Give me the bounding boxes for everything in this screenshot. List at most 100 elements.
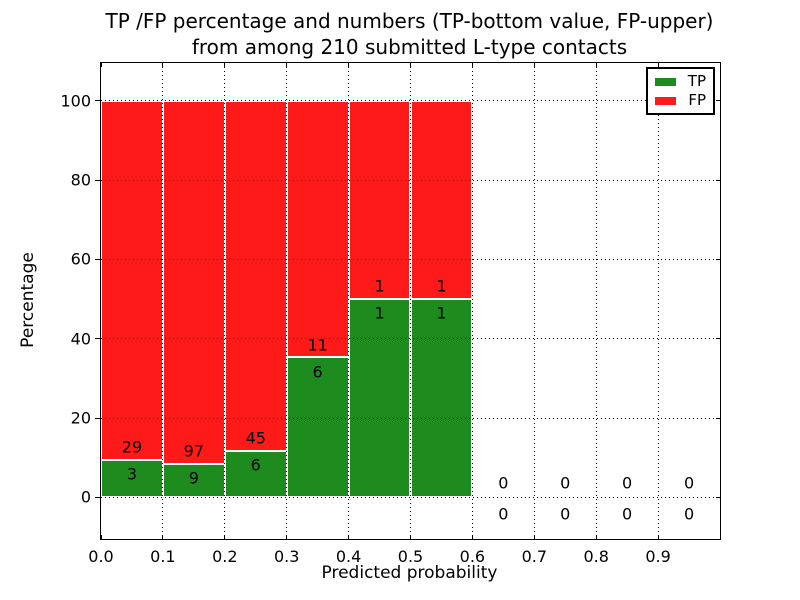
x-tick-mark-top	[657, 63, 659, 67]
x-tick-label: 0.1	[150, 547, 176, 566]
legend-swatch-tp	[655, 77, 676, 86]
bar-segment-fp	[101, 100, 163, 461]
x-tick-mark	[657, 535, 659, 539]
gridline-v	[533, 63, 535, 539]
gridline-v	[286, 63, 288, 539]
bar-count-label-fp: 11	[307, 335, 328, 355]
x-tick-mark-top	[286, 63, 288, 67]
x-tick-label: 0.2	[212, 547, 238, 566]
x-tick-mark-top	[100, 63, 102, 67]
x-tick-mark	[595, 535, 597, 539]
bar-segment-tp	[286, 357, 349, 498]
bar-segment-fp	[348, 100, 411, 299]
y-tick-label: 0	[80, 487, 91, 507]
x-tick-mark-top	[595, 63, 597, 67]
x-tick-mark	[100, 535, 102, 539]
legend-item-fp: FP	[655, 93, 706, 108]
bar-count-label-tp: 0	[560, 504, 571, 524]
legend-label-tp: TP	[687, 72, 706, 90]
y-tick-mark	[95, 496, 101, 498]
bar-count-label-tp: 0	[498, 504, 509, 524]
gridline-v	[595, 63, 597, 539]
bar-count-label-tp: 1	[374, 303, 385, 323]
chart-title: TP /FP percentage and numbers (TP-bottom…	[100, 8, 719, 60]
bar-count-label-fp: 29	[121, 437, 143, 457]
y-tick-label: 100	[60, 91, 91, 111]
y-tick-mark-right	[716, 100, 720, 102]
legend-label-fp: FP	[688, 91, 706, 109]
plot-area: TP FP 29 3 97 9 45 6 11 6 1 1 1 1 0 0 0 0 0 0 0 0 0.0 0.1 0.2 0…	[60, 62, 721, 566]
y-tick-mark	[95, 258, 101, 260]
gridline-v	[471, 63, 473, 539]
x-tick-mark-top	[224, 63, 226, 67]
bar-segment-fp	[224, 100, 287, 451]
y-tick-mark-right	[716, 496, 720, 498]
bar-count-label-fp: 0	[622, 473, 633, 493]
gridline-v	[224, 63, 226, 539]
y-tick-mark	[95, 338, 101, 340]
x-tick-mark	[471, 535, 473, 539]
bar-count-label-tp: 9	[188, 468, 199, 488]
bar-count-label-tp: 3	[126, 464, 138, 484]
bar-count-label-tp: 6	[312, 362, 323, 382]
bar-segment-tp	[162, 463, 225, 498]
y-tick-mark-right	[716, 179, 720, 181]
x-tick-label: 0.5	[397, 547, 424, 566]
bar-count-label-fp: 0	[683, 473, 695, 493]
bar-segment-fp	[410, 100, 473, 299]
x-tick-label: 0.8	[583, 547, 609, 566]
gridline-v	[162, 63, 164, 539]
x-tick-mark-top	[348, 63, 350, 67]
x-tick-label: 0.3	[273, 547, 300, 566]
chart-title-line1: TP /FP percentage and numbers (TP-bottom…	[105, 9, 714, 33]
bar-count-label-fp: 1	[374, 276, 385, 296]
y-tick-label: 80	[70, 170, 91, 190]
y-tick-mark-right	[716, 258, 720, 260]
chart-title-line2: from among 210 submitted L-type contacts	[191, 35, 628, 59]
bar-count-label-fp: 45	[245, 428, 266, 448]
x-tick-mark	[410, 535, 411, 539]
x-tick-mark	[162, 535, 164, 539]
legend-item-tp: TP	[655, 74, 706, 89]
bar-segment-fp	[162, 100, 225, 464]
bar-segment-fp	[286, 100, 349, 358]
bar-segment-tp	[101, 460, 163, 498]
legend-swatch-fp	[655, 96, 676, 105]
y-tick-label: 40	[70, 329, 91, 349]
gridline-v	[348, 63, 350, 539]
y-tick-mark-right	[716, 417, 720, 419]
bar-count-label-fp: 1	[436, 276, 447, 296]
legend: TP FP	[646, 67, 715, 115]
y-tick-label: 20	[70, 408, 91, 428]
y-tick-mark	[95, 417, 101, 419]
bar-count-label-tp: 6	[250, 455, 261, 475]
bar-segment-tp	[410, 299, 473, 498]
gridline-v	[410, 63, 411, 539]
x-tick-mark	[286, 535, 288, 539]
x-tick-mark-top	[471, 63, 473, 67]
x-tick-mark	[348, 535, 350, 539]
y-axis-label: Percentage	[18, 252, 38, 348]
y-tick-mark-right	[716, 338, 720, 340]
bar-count-label-fp: 0	[498, 473, 509, 493]
gridline-v	[657, 63, 659, 539]
x-tick-mark	[224, 535, 226, 539]
x-tick-mark-top	[533, 63, 535, 67]
bar-segment-tp	[348, 299, 411, 498]
y-tick-mark	[95, 100, 101, 102]
bar-count-label-tp: 0	[683, 504, 695, 524]
x-tick-label: 0.0	[88, 547, 114, 566]
x-tick-label: 0.6	[459, 547, 486, 566]
x-tick-mark-top	[162, 63, 164, 67]
bar-count-label-fp: 0	[560, 473, 571, 493]
x-tick-label: 0.4	[335, 547, 362, 566]
x-axis-label: Predicted probability	[321, 563, 498, 583]
x-tick-mark-top	[410, 63, 411, 67]
x-tick-mark	[533, 535, 535, 539]
y-tick-label: 60	[70, 249, 91, 269]
bar-count-label-tp: 1	[436, 303, 447, 323]
bar-count-label-tp: 0	[622, 504, 633, 524]
y-tick-mark	[95, 179, 101, 181]
bar-count-label-fp: 97	[183, 441, 205, 461]
